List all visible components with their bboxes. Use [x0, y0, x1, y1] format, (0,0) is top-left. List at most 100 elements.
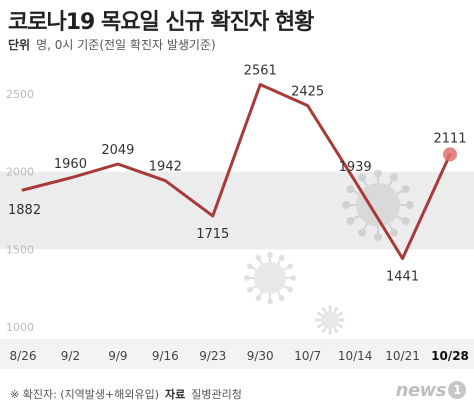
virus-icon [315, 305, 345, 335]
virus-body [254, 262, 286, 294]
watermark-text: news [395, 380, 447, 401]
virus-spike [269, 265, 291, 279]
virus-spike [257, 277, 271, 299]
virus-spike-tip [339, 324, 343, 329]
virus-spike [318, 319, 331, 328]
x-tick-label: 8/26 [10, 349, 37, 363]
virus-spike-tip [374, 232, 382, 241]
series-line [21, 83, 452, 260]
virus-spike [269, 277, 291, 291]
virus-spike-tip [339, 311, 343, 316]
virus-body [321, 311, 339, 329]
y-tick-labels: 1000 1500 2000 2500 [6, 88, 34, 334]
virus-spike-tip [405, 201, 414, 209]
virus-spike [377, 204, 395, 234]
value-label: 1882 [8, 203, 41, 218]
y-tick-label: 1000 [6, 321, 34, 334]
value-label: 2425 [291, 85, 324, 100]
virus-spike-tip [374, 169, 382, 178]
y-tick-label: 1500 [6, 243, 34, 256]
x-tick-label: 10/7 [294, 349, 321, 363]
y-tick-label: 2500 [6, 88, 34, 101]
value-label: 1441 [386, 269, 419, 284]
virus-decoration [243, 169, 414, 335]
value-label: 1942 [149, 160, 182, 175]
virus-icon [243, 251, 297, 305]
value-label: 1939 [339, 160, 372, 175]
x-tick-label: 9/30 [247, 349, 274, 363]
unit-label: 단위 [8, 38, 31, 52]
source-label: 자료 [165, 388, 186, 401]
virus-spike-tip [401, 185, 410, 194]
watermark-badge: 1 [448, 381, 466, 399]
x-tick-label: 9/16 [152, 349, 179, 363]
x-tick-labels: 8/26 9/2 9/9 9/16 9/23 9/30 10/7 10/14 10/21 10/2… [10, 349, 469, 363]
value-label: 2049 [101, 143, 134, 158]
virus-spike-tip [328, 305, 332, 309]
x-axis-band [0, 339, 474, 369]
virus-spike-tip [247, 286, 253, 293]
virus-spike-tip [287, 263, 293, 270]
virus-spike [249, 265, 271, 279]
grid-bands [0, 171, 474, 369]
unit-text: 명, 0시 기준(전일 확진자 발생기준) [36, 38, 216, 52]
virus-spike-tip [255, 255, 262, 261]
virus-spike [377, 204, 407, 222]
footer-note: ※ 확진자: (지역발생+해외유입) [10, 388, 160, 401]
virus-spike-tip [290, 275, 297, 281]
virus-spike-tip [341, 318, 345, 322]
virus-spike-tip [358, 173, 367, 182]
virus-body [356, 183, 400, 227]
virus-spike-tip [401, 216, 410, 225]
virus-spike-tip [267, 251, 273, 258]
virus-spike [329, 319, 342, 328]
virus-icon [342, 169, 414, 241]
virus-spike-tip [358, 228, 367, 237]
virus-spike-tip [321, 329, 326, 333]
virus-spike [377, 188, 407, 206]
virus-spike-tip [287, 286, 293, 293]
y-tick-label: 2000 [6, 166, 34, 179]
virus-spike-tip [346, 216, 355, 225]
data-points [443, 147, 457, 162]
footer: ※ 확진자: (지역발생+해외유입) 자료 질병관리청 [10, 386, 242, 402]
virus-spike-tip [334, 329, 339, 333]
virus-spike-tip [315, 318, 319, 322]
virus-spike-tip [389, 228, 398, 237]
virus-spike-tip [278, 295, 285, 301]
x-tick-label: 9/2 [61, 349, 80, 363]
x-tick-label: 9/23 [199, 349, 226, 363]
virus-spike-tip [321, 307, 326, 311]
virus-spike-tip [328, 331, 332, 335]
value-labels: 1882 1960 2049 1942 1715 2561 2425 1939 1441 2111 [8, 64, 467, 285]
virus-spike-tip [267, 298, 273, 305]
virus-spike-tip [278, 255, 285, 261]
virus-spike-tip [389, 173, 398, 182]
highlight-point [443, 147, 457, 162]
x-tick-label: 10/28 [431, 349, 469, 363]
virus-spike-tip [247, 263, 253, 270]
virus-spike-tip [346, 185, 355, 194]
chart-title: 코로나19 목요일 신규 확진자 현황 [8, 10, 314, 35]
grid-band [0, 171, 474, 250]
value-label: 1715 [196, 227, 229, 242]
virus-spike [361, 204, 379, 234]
x-tick-label: 10/21 [385, 349, 420, 363]
virus-spike [377, 176, 395, 206]
virus-spike [269, 277, 283, 299]
virus-spike-tip [243, 275, 250, 281]
x-tick-label: 9/9 [108, 349, 127, 363]
virus-spike-tip [317, 311, 321, 316]
virus-spike [257, 257, 271, 279]
value-label: 2111 [433, 131, 466, 146]
virus-spike-tip [317, 324, 321, 329]
virus-spike [329, 308, 338, 321]
value-label: 2561 [244, 64, 277, 79]
virus-spike-tip [334, 307, 339, 311]
source-text: 질병관리청 [191, 388, 242, 401]
virus-spike [318, 312, 331, 321]
virus-spike [322, 308, 331, 321]
virus-spike-tip [342, 201, 351, 209]
virus-spike [329, 312, 342, 321]
